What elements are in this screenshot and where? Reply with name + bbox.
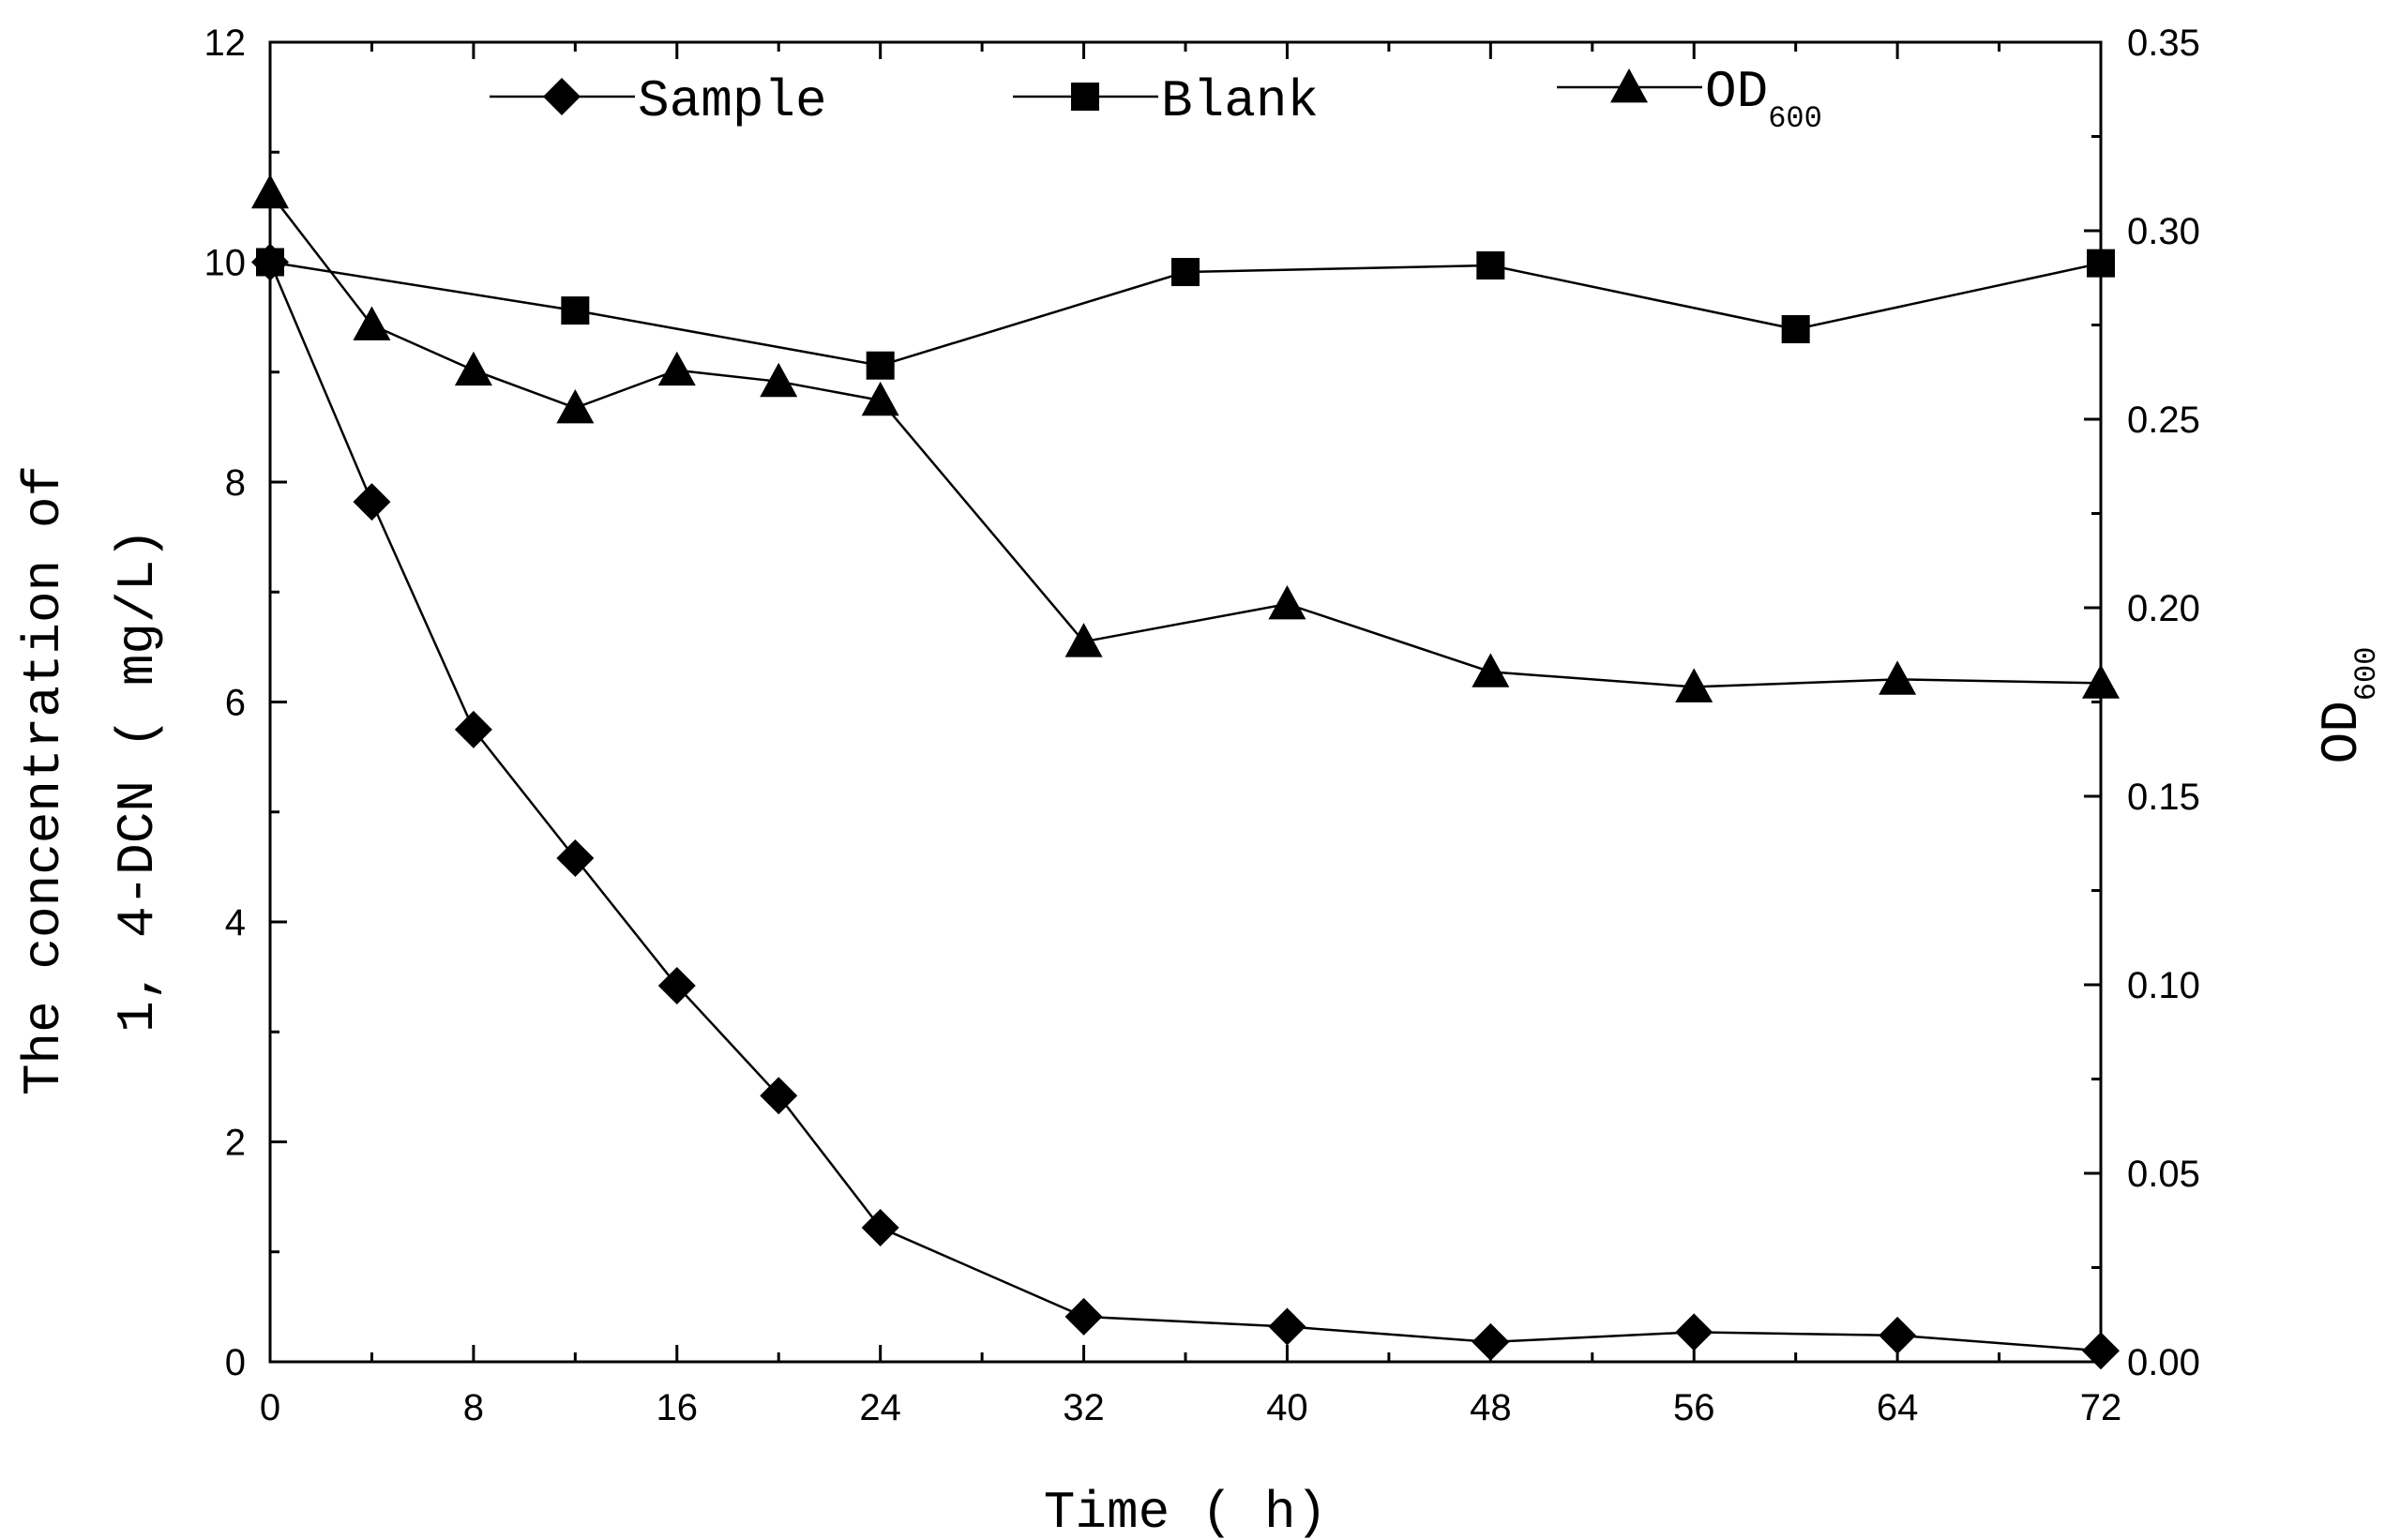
data-point-sample <box>1268 1307 1306 1346</box>
legend-item-od: OD600 <box>1557 62 1822 136</box>
legend-label-od-text: OD <box>1705 62 1768 122</box>
y-left-tick-label: 8 <box>225 462 246 504</box>
x-tick-label: 56 <box>1673 1387 1715 1428</box>
data-point-od <box>657 351 696 386</box>
y-right-tick-label: 0.30 <box>2127 211 2200 252</box>
x-tick-label: 40 <box>1266 1387 1308 1428</box>
x-tick-label: 0 <box>260 1387 280 1428</box>
x-tick-label: 16 <box>657 1387 699 1428</box>
x-tick-label: 24 <box>859 1387 901 1428</box>
data-point-sample <box>556 838 595 877</box>
data-point-sample <box>1064 1297 1103 1336</box>
legend-label-od-sub: 600 <box>1768 101 1822 136</box>
data-point-blank <box>1781 315 1810 344</box>
data-point-sample <box>1675 1313 1713 1351</box>
y-left-axis-label-line2: 1, 4-DCN ( mg/L) <box>108 528 168 1033</box>
y-right-axis-label-main: OD <box>2312 701 2372 763</box>
x-axis-label: Time ( h) <box>1044 1483 1327 1540</box>
data-point-blank <box>866 351 895 380</box>
y-left-tick-label: 12 <box>204 23 247 64</box>
legend-marker-sample <box>543 78 581 115</box>
data-point-sample <box>1879 1316 1917 1354</box>
legend-label-sample-text: Sample <box>638 71 827 131</box>
legend-item-blank: Blank <box>1013 71 1319 131</box>
y-right-tick-label: 0.15 <box>2127 777 2200 818</box>
data-point-od <box>1675 668 1713 702</box>
legend-label-blank: Blank <box>1161 71 1319 131</box>
x-tick-label: 64 <box>1877 1387 1919 1428</box>
data-point-sample <box>657 967 696 1005</box>
y-right-axis-label-sub: 600 <box>2349 647 2384 702</box>
data-point-od <box>861 381 899 416</box>
legend-item-sample: Sample <box>490 71 827 131</box>
data-point-sample <box>2082 1332 2120 1370</box>
plot-frame <box>268 40 2103 1364</box>
x-tick-label: 48 <box>1470 1387 1512 1428</box>
data-point-od <box>2082 664 2120 699</box>
data-point-sample <box>861 1208 899 1246</box>
data-point-od <box>1268 584 1306 620</box>
data-point-sample <box>1472 1322 1510 1361</box>
y-right-tick-label: 0.20 <box>2127 588 2200 629</box>
y-left-tick-label: 10 <box>204 243 247 284</box>
data-point-blank <box>1171 258 1200 287</box>
legend-label-blank-text: Blank <box>1161 71 1319 131</box>
y-left-axis-label-line1: The concentration of <box>14 465 74 1095</box>
y-right-tick-label: 0.35 <box>2127 23 2200 64</box>
markers <box>251 174 2120 1370</box>
legend-label-od: OD600 <box>1705 62 1822 136</box>
y-right-tick-label: 0.00 <box>2127 1342 2200 1383</box>
data-point-od <box>1472 653 1510 687</box>
axes: 0 8 16 24 32 40 48 56 64 720246810120.000.050.100… <box>204 23 2200 1428</box>
legend-marker-blank <box>1071 83 1099 111</box>
data-point-blank <box>561 296 590 325</box>
y-right-axis-label: OD600 <box>2312 647 2384 764</box>
legend-marker-od <box>1610 68 1648 103</box>
data-point-od <box>760 362 798 398</box>
data-point-blank <box>1476 251 1505 280</box>
x-tick-label: 72 <box>2080 1387 2122 1428</box>
data-point-od <box>556 388 595 424</box>
y-left-tick-label: 6 <box>225 683 246 724</box>
data-point-od <box>454 351 492 386</box>
y-left-tick-label: 2 <box>225 1123 246 1164</box>
y-right-tick-label: 0.25 <box>2127 400 2200 441</box>
series-line-sample <box>268 262 2102 1352</box>
y-right-tick-label: 0.10 <box>2127 965 2200 1006</box>
x-tick-label: 8 <box>463 1387 484 1428</box>
y-left-tick-label: 4 <box>225 902 246 944</box>
data-point-sample <box>760 1077 798 1115</box>
data-point-blank <box>256 248 284 277</box>
data-point-sample <box>353 483 391 521</box>
data-point-blank <box>2087 249 2115 278</box>
x-tick-label: 32 <box>1063 1387 1105 1428</box>
data-point-od <box>1879 660 1917 695</box>
y-left-tick-label: 0 <box>225 1342 246 1383</box>
legend-label-sample: Sample <box>638 71 827 131</box>
data-point-od <box>251 174 289 209</box>
y-right-tick-label: 0.05 <box>2127 1154 2200 1195</box>
series-lines <box>268 192 2102 1352</box>
axis-labels: Time ( h) The concentration of 1, 4-DCN ( … <box>14 465 2384 1540</box>
data-point-od <box>1064 623 1103 657</box>
data-point-od <box>353 306 391 340</box>
data-point-sample <box>454 710 492 748</box>
legend: Sample Blank OD600 <box>490 62 1822 136</box>
